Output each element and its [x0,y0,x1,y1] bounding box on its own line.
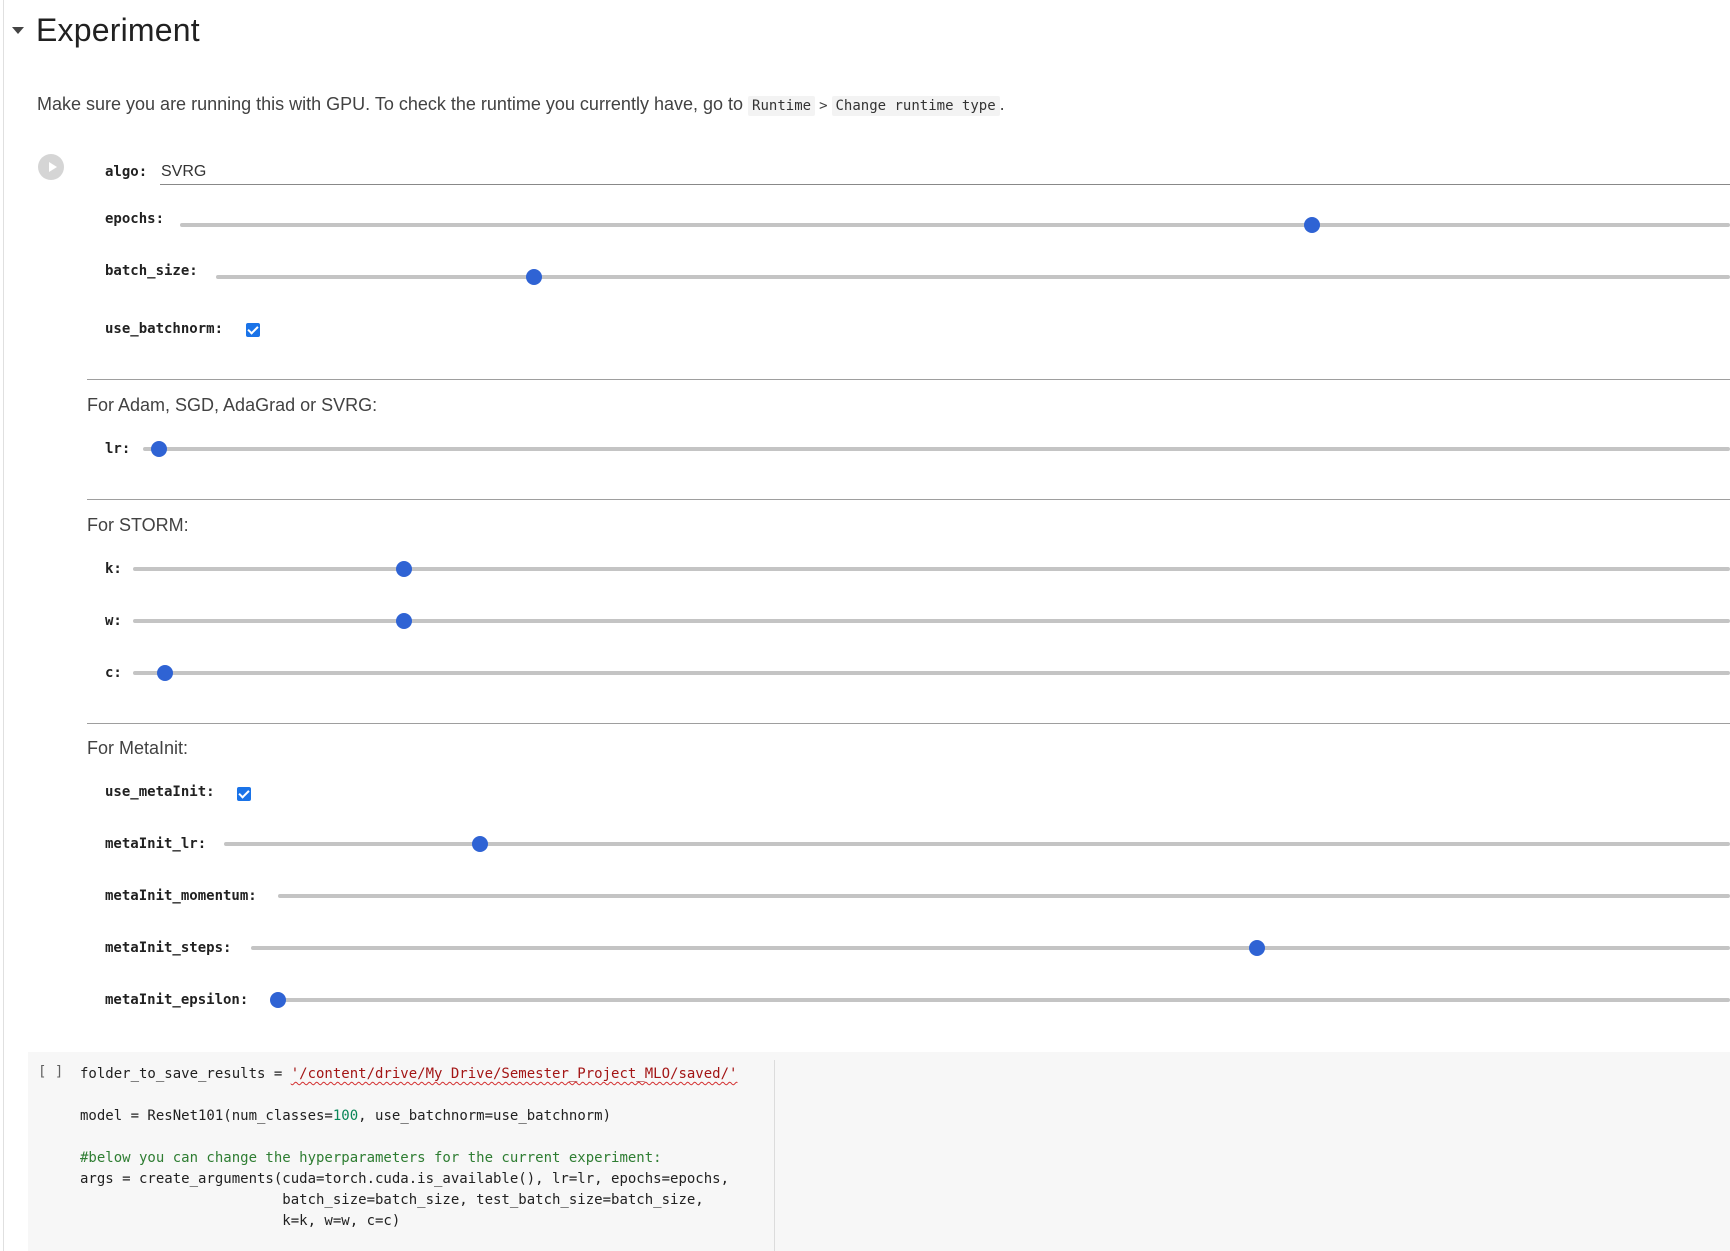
algo-label: algo: [105,164,148,180]
intro-text: Make sure you are running this with GPU.… [37,94,1005,116]
k-label: k: [105,561,122,577]
metainit-momentum-label: metaInit_momentum: [105,888,257,904]
group-divider [87,379,1730,380]
use-metainit-checkbox[interactable] [237,787,251,801]
metainit-epsilon-slider[interactable] [270,990,1730,1010]
c-label: c: [105,665,122,681]
slider-track [278,894,1730,898]
c-slider[interactable] [133,663,1730,683]
batch-size-label: batch_size: [105,263,198,279]
epochs-label: epochs: [105,211,165,227]
slider-thumb[interactable] [525,269,542,285]
cell-run-bracket[interactable]: [ ] [38,1064,64,1080]
code-line-8: k=k, w=w, c=c) [80,1213,401,1229]
slider-thumb[interactable] [1248,940,1265,956]
code-line-1-var: folder_to_save_results = [80,1066,291,1082]
code-line-6: args = create_arguments(cuda=torch.cuda.… [80,1171,730,1187]
intro-period: . [999,94,1005,114]
slider-thumb[interactable] [270,992,286,1008]
use-batchnorm-label: use_batchnorm: [105,321,224,337]
run-cell-button[interactable] [38,154,64,180]
slider-track [251,946,1730,950]
slider-thumb[interactable] [472,836,489,852]
metainit-steps-label: metaInit_steps: [105,940,232,956]
slider-track [216,275,1730,279]
use-metainit-label: use_metaInit: [105,784,215,800]
slider-track [133,671,1730,675]
section-header[interactable]: Experiment [8,8,200,52]
metainit-momentum-slider[interactable] [278,886,1730,906]
group-divider [87,499,1730,500]
w-label: w: [105,613,122,629]
slider-thumb[interactable] [396,613,413,629]
metainit-steps-slider[interactable] [251,938,1730,958]
code-line-3a: model = ResNet101(num_classes= [80,1108,333,1124]
batch-size-slider[interactable] [216,267,1730,287]
metainit-lr-slider[interactable] [224,834,1730,854]
lr-slider[interactable] [143,439,1730,459]
optim-group-title: For Adam, SGD, AdaGrad or SVRG: [87,395,378,415]
code-line-3b: , use_batchnorm=use_batchnorm) [358,1108,612,1124]
code-column-divider [774,1060,775,1251]
algo-input[interactable]: SVRG [160,160,1730,185]
slider-track [224,842,1730,846]
metainit-group-title: For MetaInit: [87,738,189,758]
slider-thumb[interactable] [156,665,173,681]
metainit-lr-label: metaInit_lr: [105,836,207,852]
code-line-7: batch_size=batch_size, test_batch_size=b… [80,1192,704,1208]
use-batchnorm-checkbox[interactable] [246,323,260,337]
left-rule [3,0,4,1251]
slider-track [278,998,1730,1002]
slider-track [133,567,1730,571]
group-divider [87,723,1730,724]
code-line-1-string: '/content/drive/My Drive/Semester_Projec… [290,1066,738,1082]
runtime-menu-code: Runtime [748,96,816,116]
code-line-3-number: 100 [332,1108,359,1124]
slider-track [143,447,1730,451]
code-cell[interactable]: [ ] folder_to_save_results = '/content/d… [28,1052,1730,1251]
slider-thumb[interactable] [150,441,167,457]
slider-track [180,223,1730,227]
play-icon [48,162,57,172]
slider-thumb[interactable] [1303,217,1320,233]
slider-thumb[interactable] [396,561,413,577]
lr-label: lr: [105,441,131,457]
intro-sentence: Make sure you are running this with GPU.… [37,94,744,114]
metainit-epsilon-label: metaInit_epsilon: [105,992,249,1008]
storm-group-title: For STORM: [87,515,189,535]
collapse-caret-icon[interactable] [12,26,24,34]
slider-track [133,619,1730,623]
code-editor[interactable]: folder_to_save_results = '/content/drive… [80,1064,800,1232]
menu-separator: > [819,98,828,114]
k-slider[interactable] [133,559,1730,579]
epochs-slider[interactable] [180,215,1730,235]
section-title: Experiment [36,11,200,48]
code-comment: #below you can change the hyperparameter… [80,1150,662,1166]
w-slider[interactable] [133,611,1730,631]
change-runtime-code: Change runtime type [831,96,1000,116]
